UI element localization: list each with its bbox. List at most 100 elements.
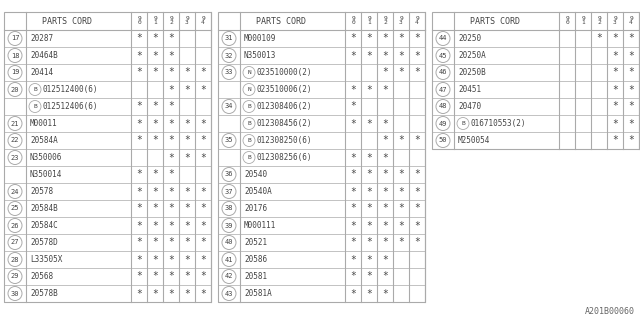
Text: 32: 32 (225, 52, 233, 59)
Text: 20540: 20540 (244, 170, 267, 179)
Text: 20578B: 20578B (30, 289, 58, 298)
Text: *: * (168, 187, 174, 196)
Text: *: * (350, 237, 356, 247)
Text: *: * (184, 118, 190, 129)
Text: *: * (200, 220, 206, 230)
Text: *: * (382, 34, 388, 44)
Text: 20464B: 20464B (30, 51, 58, 60)
Text: *: * (398, 204, 404, 213)
Bar (218, 12, 425, 302)
Text: 9: 9 (185, 17, 189, 21)
Text: N350013: N350013 (244, 51, 276, 60)
Text: 20250B: 20250B (458, 68, 486, 77)
Text: *: * (200, 135, 206, 146)
Text: *: * (414, 220, 420, 230)
Text: 20578D: 20578D (30, 238, 58, 247)
Text: *: * (168, 118, 174, 129)
Text: 20521: 20521 (244, 238, 267, 247)
Text: 44: 44 (439, 36, 447, 42)
Text: *: * (168, 34, 174, 44)
Text: 20176: 20176 (244, 204, 267, 213)
Text: PARTS CORD: PARTS CORD (42, 17, 93, 26)
Text: *: * (366, 254, 372, 265)
Text: 42: 42 (225, 274, 233, 279)
Text: *: * (382, 289, 388, 299)
Text: 33: 33 (225, 69, 233, 76)
Text: *: * (136, 135, 142, 146)
Text: *: * (350, 271, 356, 282)
Text: 46: 46 (439, 69, 447, 76)
Text: *: * (168, 51, 174, 60)
Text: 26: 26 (11, 222, 19, 228)
Text: 4: 4 (415, 20, 419, 26)
Text: *: * (398, 51, 404, 60)
Text: *: * (184, 289, 190, 299)
Text: *: * (398, 135, 404, 146)
Text: *: * (612, 51, 618, 60)
Text: A201B00060: A201B00060 (585, 307, 635, 316)
Text: *: * (366, 237, 372, 247)
Text: 9: 9 (415, 17, 419, 21)
Text: *: * (628, 34, 634, 44)
Text: *: * (414, 170, 420, 180)
Text: 9: 9 (383, 17, 387, 21)
Text: *: * (168, 254, 174, 265)
Text: *: * (382, 220, 388, 230)
Text: 41: 41 (225, 257, 233, 262)
Text: 40: 40 (225, 239, 233, 245)
Text: *: * (366, 204, 372, 213)
Text: *: * (398, 34, 404, 44)
Text: 49: 49 (439, 121, 447, 126)
Text: 24: 24 (11, 188, 19, 195)
Text: *: * (152, 271, 158, 282)
Text: *: * (152, 34, 158, 44)
Text: *: * (350, 204, 356, 213)
Text: *: * (628, 68, 634, 77)
Text: 012308256(6): 012308256(6) (257, 153, 312, 162)
Text: 9: 9 (169, 17, 173, 21)
Text: *: * (200, 204, 206, 213)
Text: *: * (628, 51, 634, 60)
Text: 012308250(6): 012308250(6) (257, 136, 312, 145)
Text: 29: 29 (11, 274, 19, 279)
Text: 36: 36 (225, 172, 233, 178)
Text: *: * (184, 254, 190, 265)
Text: *: * (152, 237, 158, 247)
Text: *: * (136, 237, 142, 247)
Text: N350014: N350014 (30, 170, 62, 179)
Text: *: * (152, 51, 158, 60)
Text: *: * (168, 237, 174, 247)
Text: *: * (414, 237, 420, 247)
Text: *: * (382, 254, 388, 265)
Text: 2: 2 (597, 20, 601, 26)
Text: 023510000(2): 023510000(2) (257, 68, 312, 77)
Text: 20: 20 (11, 86, 19, 92)
Text: 2: 2 (383, 20, 387, 26)
Text: 012308406(2): 012308406(2) (257, 102, 312, 111)
Text: *: * (414, 34, 420, 44)
Text: *: * (350, 170, 356, 180)
Text: *: * (184, 187, 190, 196)
Text: *: * (414, 187, 420, 196)
Text: 4: 4 (629, 20, 633, 26)
Text: 9: 9 (597, 17, 601, 21)
Text: 3: 3 (399, 20, 403, 26)
Text: *: * (168, 101, 174, 111)
Text: *: * (200, 84, 206, 94)
Text: 012308456(2): 012308456(2) (257, 119, 312, 128)
Text: B: B (247, 121, 251, 126)
Text: *: * (168, 68, 174, 77)
Text: *: * (382, 118, 388, 129)
Text: B: B (461, 121, 465, 126)
Text: *: * (398, 68, 404, 77)
Text: M00011: M00011 (30, 119, 58, 128)
Text: PARTS CORD: PARTS CORD (470, 17, 520, 26)
Text: B: B (247, 104, 251, 109)
Text: 3: 3 (613, 20, 617, 26)
Text: 1: 1 (153, 20, 157, 26)
Text: 20578: 20578 (30, 187, 53, 196)
Text: *: * (350, 84, 356, 94)
Text: N: N (247, 70, 251, 75)
Text: 012512400(6): 012512400(6) (42, 85, 98, 94)
Text: *: * (382, 271, 388, 282)
